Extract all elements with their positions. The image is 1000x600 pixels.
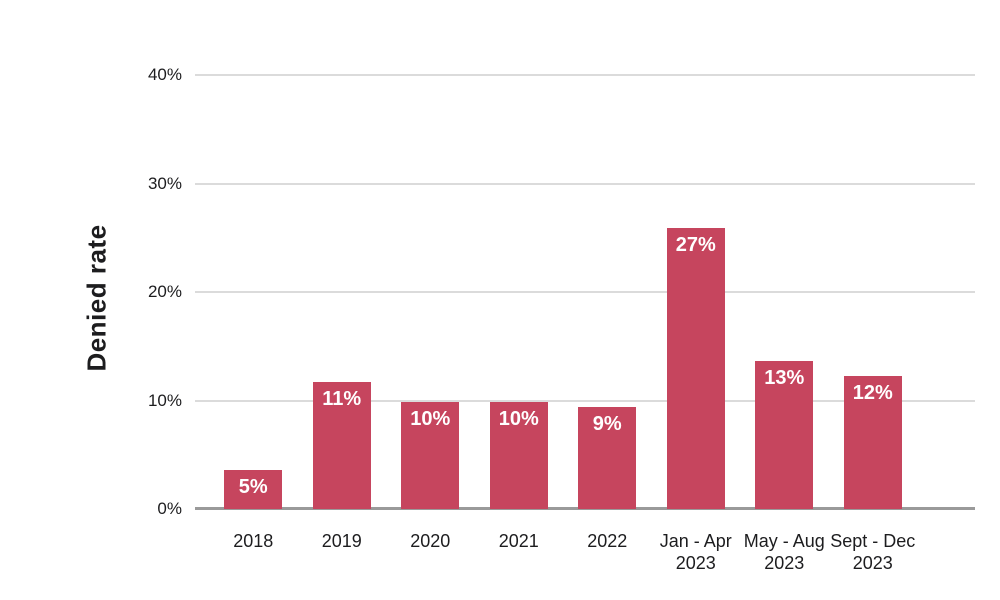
bar-slot: 11% <box>298 75 387 509</box>
x-tick-label: 2020 <box>410 531 451 551</box>
bars-row: 5% 11% 10% 10% 9% 27% 13% 12% <box>209 75 917 509</box>
bar-slot: 27% <box>652 75 741 509</box>
bar-value-label: 9% <box>592 413 622 435</box>
x-axis-labels: 2018 2019 2020 2021 2022 Jan - Apr 2023 May - … <box>209 530 917 574</box>
y-tick-label: 20% <box>147 282 182 301</box>
bar: 27% <box>666 228 725 509</box>
bar: 10% <box>401 402 460 509</box>
x-tick-label: Jan - Apr 2023 <box>659 531 732 573</box>
bar-value-label: 12% <box>852 382 893 404</box>
y-tick-label: 30% <box>147 173 182 193</box>
bar-value-label: 5% <box>238 476 268 498</box>
bar: 5% <box>224 470 283 509</box>
bar-slot: 13% <box>740 75 829 509</box>
bar: 11% <box>312 382 371 509</box>
x-tick-label: May - Aug 2023 <box>743 531 825 573</box>
bar-value-label: 10% <box>498 408 539 430</box>
bar-value-label: 27% <box>675 234 716 256</box>
x-tick-label: 2022 <box>587 531 628 551</box>
y-axis-title: Denied rate <box>81 224 112 372</box>
gridline <box>195 74 975 76</box>
y-tick-label: 0% <box>157 499 182 518</box>
x-tick-label: 2018 <box>233 531 274 551</box>
gridline <box>195 399 975 402</box>
gridline <box>195 291 975 293</box>
bar-value-label: 10% <box>410 408 451 430</box>
y-tick-label: 10% <box>147 390 182 410</box>
bar-value-label: 13% <box>764 367 805 389</box>
gridline <box>195 182 975 185</box>
bar-slot: 12% <box>829 75 918 509</box>
bar-slot: 10% <box>386 75 475 509</box>
plot-area: 0% 10% 20% 30% 40% 5% 11% 10% 10% 9% 27% 13% 12% 2018… <box>148 65 975 573</box>
bar-slot: 5% <box>209 75 298 509</box>
bar: 9% <box>578 407 637 509</box>
y-tick-label: 40% <box>147 65 182 84</box>
bar: 10% <box>489 402 548 509</box>
bar-slot: 9% <box>563 75 652 509</box>
bar-slot: 10% <box>475 75 564 509</box>
x-tick-label: Sept - Dec 2023 <box>830 531 916 573</box>
x-tick-label: 2021 <box>498 531 539 551</box>
bar: 13% <box>755 361 814 509</box>
bar-value-label: 11% <box>322 388 362 410</box>
bar: 12% <box>843 376 902 509</box>
x-tick-label: 2019 <box>321 531 362 551</box>
